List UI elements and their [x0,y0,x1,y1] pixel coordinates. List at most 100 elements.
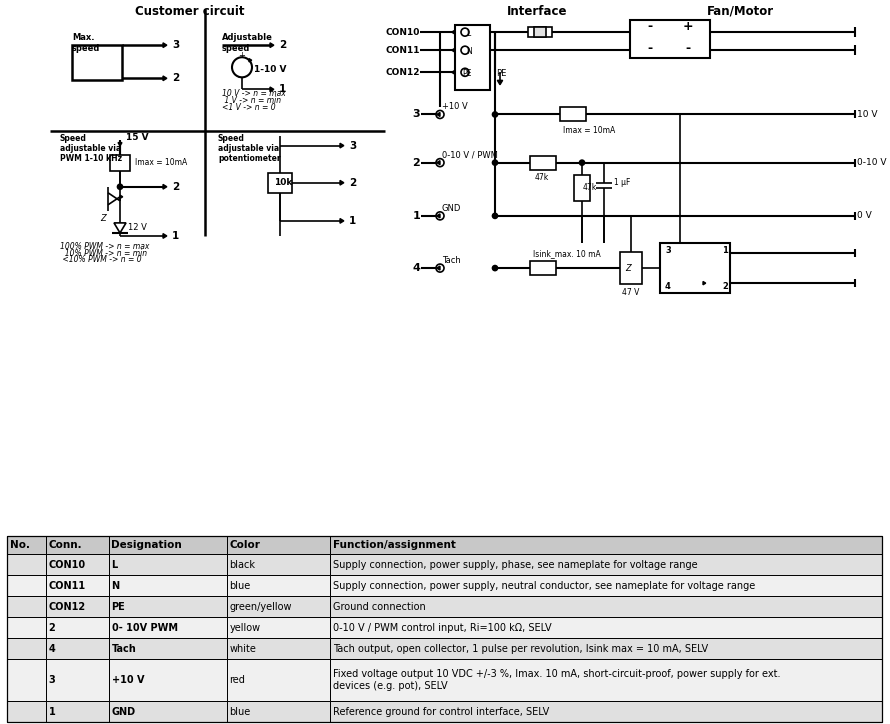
Text: 1-10 V: 1-10 V [254,64,287,74]
Circle shape [579,160,585,165]
Text: PE: PE [462,70,472,78]
Bar [455,25,490,90]
Text: +: + [238,51,245,59]
Polygon shape [118,143,122,146]
Text: CON10: CON10 [385,28,420,37]
Bar [227,536,330,554]
Bar [530,261,556,275]
Polygon shape [437,112,440,117]
Text: Supply connection, power supply, phase, see nameplate for voltage range: Supply connection, power supply, phase, … [333,560,698,570]
Text: 2: 2 [412,158,420,168]
Text: 4: 4 [412,263,420,273]
Text: 2: 2 [349,177,356,188]
Text: -: - [238,72,241,83]
Polygon shape [498,80,503,85]
Bar [620,252,642,284]
Text: green/yellow: green/yellow [230,602,292,612]
Polygon shape [270,43,274,48]
Bar [227,554,330,575]
Bar [109,659,227,701]
Polygon shape [114,223,126,233]
Text: Tach output, open collector, 1 pulse per revolution, Isink max = 10 mA, SELV: Tach output, open collector, 1 pulse per… [333,644,708,654]
Text: black: black [230,560,255,570]
Bar [330,596,882,617]
Text: white: white [230,644,256,654]
Text: Adjustable
speed: Adjustable speed [222,33,273,53]
Bar [530,156,556,169]
Text: 1 µF: 1 µF [614,178,630,188]
Text: 0- 10V PWM: 0- 10V PWM [111,623,177,633]
Text: Speed
adjustable via
PWM 1-10 kHz: Speed adjustable via PWM 1-10 kHz [60,133,122,164]
Text: Imax = 10mA: Imax = 10mA [563,125,615,135]
Text: PE: PE [496,70,506,78]
Text: No.: No. [10,540,30,550]
Text: 47k: 47k [583,183,597,193]
Circle shape [492,160,498,165]
Text: Function/assignment: Function/assignment [333,540,456,550]
Bar [630,20,710,58]
Bar [109,536,227,554]
Bar [45,554,109,575]
Text: 1: 1 [172,231,179,241]
Text: 15 V: 15 V [126,133,149,142]
Circle shape [117,184,123,189]
Circle shape [436,264,444,272]
Bar [7,701,45,722]
Text: blue: blue [230,707,251,717]
Polygon shape [163,185,166,189]
Text: 4: 4 [665,282,671,290]
Bar [45,575,109,596]
Polygon shape [340,180,344,185]
Polygon shape [270,87,274,92]
Circle shape [436,212,444,220]
Text: Isink_max. 10 mA: Isink_max. 10 mA [533,249,601,258]
Bar [227,701,330,722]
Bar [227,638,330,659]
Bar [45,659,109,701]
Bar [110,155,130,171]
Text: 0-10 V / PWM: 0-10 V / PWM [442,151,498,160]
Circle shape [436,111,444,119]
Text: GND: GND [442,204,461,213]
Text: +10 V: +10 V [111,675,144,685]
Polygon shape [437,161,440,164]
Text: Max.
speed: Max. speed [72,33,101,53]
Text: 1: 1 [48,707,55,717]
Text: Conn.: Conn. [48,540,82,550]
Text: Supply connection, power supply, neutral conductor, see nameplate for voltage ra: Supply connection, power supply, neutral… [333,581,755,591]
Bar [45,596,109,617]
Text: N: N [466,47,472,56]
Bar [109,617,227,638]
Text: Interface: Interface [506,4,567,17]
Polygon shape [340,219,344,223]
Text: 10k: 10k [274,178,293,188]
Text: 3: 3 [349,140,356,151]
Text: yellow: yellow [230,623,261,633]
Text: 1: 1 [722,245,728,255]
Text: 0-10 V: 0-10 V [857,158,886,167]
Text: 1: 1 [349,216,356,226]
Text: Ground connection: Ground connection [333,602,425,612]
Polygon shape [120,195,123,198]
Circle shape [461,68,469,76]
Text: 2: 2 [172,182,179,192]
Text: 3: 3 [412,109,420,119]
Bar [528,27,552,37]
Polygon shape [249,59,252,62]
Bar [227,596,330,617]
Text: blue: blue [230,581,251,591]
Bar [574,174,590,201]
Bar [227,575,330,596]
Text: 47k: 47k [535,173,549,182]
Text: Designation: Designation [111,540,182,550]
Text: CON12: CON12 [48,602,85,612]
Text: Imax = 10mA: Imax = 10mA [135,158,187,167]
Bar [330,659,882,701]
Text: CON11: CON11 [48,581,85,591]
Text: Tach: Tach [442,256,461,265]
Bar [330,617,882,638]
Text: -: - [647,42,652,55]
Text: 2: 2 [48,623,55,633]
Text: +10 V: +10 V [442,103,468,111]
Bar [45,638,109,659]
